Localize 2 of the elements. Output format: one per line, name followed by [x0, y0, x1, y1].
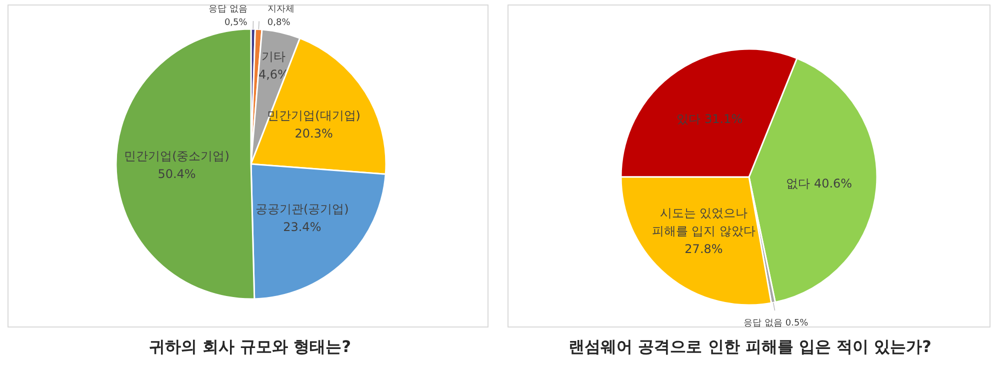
text: 귀하의 회사 규모와 형태는?: [149, 337, 351, 356]
text: 랜섬웨어 공격으로 인한 피해를 입은 적이 있는가?: [568, 337, 932, 356]
